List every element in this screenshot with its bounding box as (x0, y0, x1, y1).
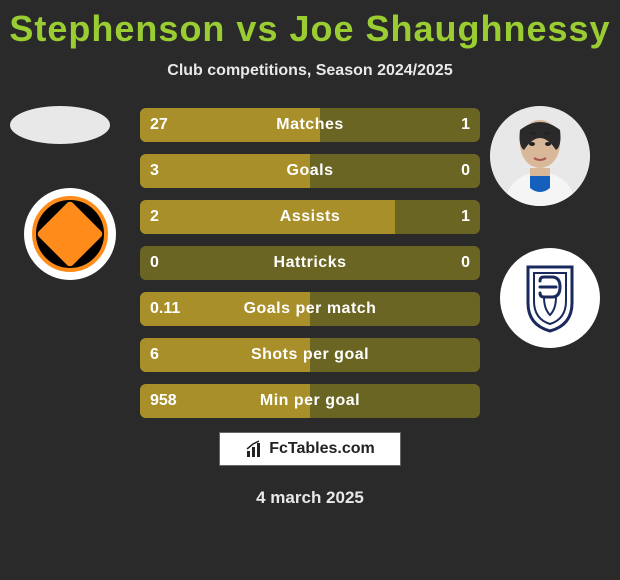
footer-date: 4 march 2025 (0, 488, 620, 508)
stat-label: Goals (287, 162, 334, 180)
stat-label: Shots per goal (251, 346, 369, 364)
stat-row: 27 Matches 1 (140, 108, 480, 142)
club-left-badge (24, 188, 116, 280)
player-left-avatar (10, 106, 110, 144)
footer-brand-text: FcTables.com (269, 440, 375, 458)
stat-left-value: 27 (150, 116, 168, 134)
player-right-avatar (490, 106, 590, 206)
stat-right-value: 0 (461, 254, 470, 272)
stat-row: 3 Goals 0 (140, 154, 480, 188)
stat-row: 0.11 Goals per match (140, 292, 480, 326)
stat-right-value: 1 (461, 116, 470, 134)
comparison-content: 27 Matches 1 3 Goals 0 2 Assists 1 0 Hattricks 0 0.1… (0, 108, 620, 418)
stat-label: Matches (276, 116, 344, 134)
stat-left-value: 6 (150, 346, 159, 364)
chart-icon (245, 439, 265, 459)
stat-label: Assists (280, 208, 340, 226)
stat-right-value: 1 (461, 208, 470, 226)
stat-left-value: 0 (150, 254, 159, 272)
stat-row: 958 Min per goal (140, 384, 480, 418)
stat-left-value: 3 (150, 162, 159, 180)
stat-right-value: 0 (461, 162, 470, 180)
club-right-badge (500, 248, 600, 348)
comparison-title: Stephenson vs Joe Shaughnessy (0, 0, 620, 50)
stat-row: 2 Assists 1 (140, 200, 480, 234)
stat-left-value: 0.11 (150, 300, 180, 318)
stat-row: 6 Shots per goal (140, 338, 480, 372)
comparison-subtitle: Club competitions, Season 2024/2025 (0, 62, 620, 80)
stat-bars: 27 Matches 1 3 Goals 0 2 Assists 1 0 Hattricks 0 0.1… (140, 108, 480, 418)
bar-fill-left (140, 154, 310, 188)
stat-row: 0 Hattricks 0 (140, 246, 480, 280)
stat-left-value: 2 (150, 208, 159, 226)
stat-label: Min per goal (260, 392, 360, 410)
stat-label: Goals per match (244, 300, 377, 318)
stat-label: Hattricks (274, 254, 347, 272)
fctables-logo[interactable]: FcTables.com (219, 432, 401, 466)
stat-left-value: 958 (150, 392, 177, 410)
